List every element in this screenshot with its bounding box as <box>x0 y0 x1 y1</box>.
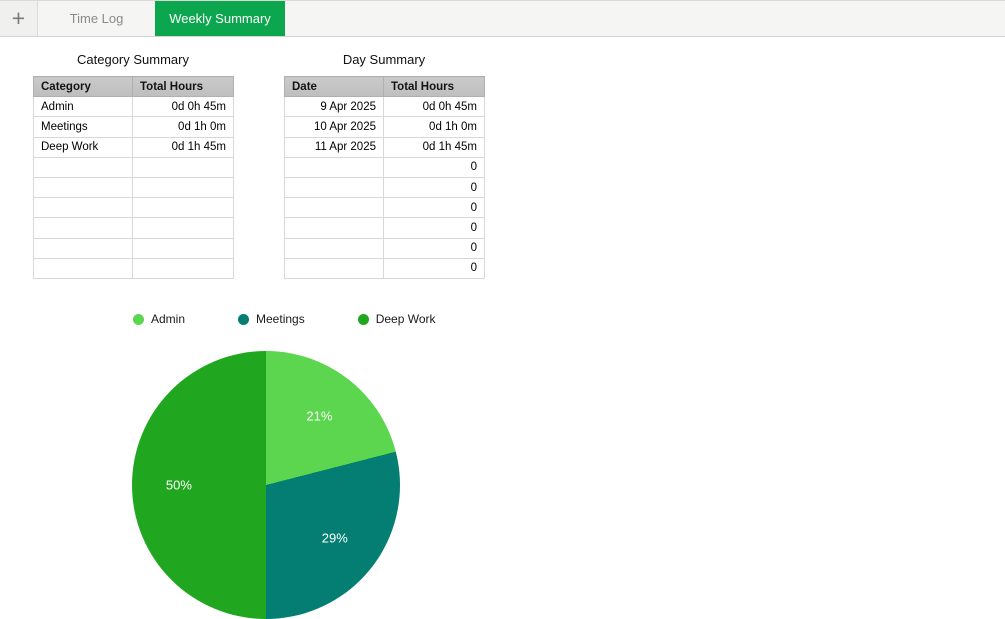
table-cell[interactable]: 0 <box>383 176 485 199</box>
category-summary-table: Category Total Hours Admin 0d 0h 45m Meeting… <box>33 75 234 279</box>
table-cell[interactable]: 9 Apr 2025 <box>284 96 384 118</box>
table-row <box>33 237 234 259</box>
table-cell[interactable] <box>284 257 384 279</box>
sheet-tab-bar: + Time Log Weekly Summary <box>0 0 1005 37</box>
legend-label: Deep Work <box>375 312 436 326</box>
table-cell[interactable] <box>132 197 234 219</box>
day-summary-table: Date Total Hours 9 Apr 2025 0d 0h 45m 10 Apr… <box>284 75 485 279</box>
pie-slice-label: 21% <box>306 408 333 424</box>
table-cell[interactable] <box>132 176 234 199</box>
table-cell[interactable] <box>132 257 234 279</box>
add-sheet-button[interactable]: + <box>0 1 38 36</box>
table-row: Admin 0d 0h 45m <box>33 96 234 118</box>
table-cell[interactable] <box>33 217 133 239</box>
table-cell[interactable] <box>33 197 133 219</box>
table-cell[interactable]: 0 <box>383 237 485 259</box>
tab-label: Weekly Summary <box>169 11 271 26</box>
table-cell[interactable] <box>33 156 133 178</box>
pie-slice-label: 29% <box>321 530 348 546</box>
legend-item-admin[interactable]: Admin <box>133 312 185 326</box>
table-cell[interactable]: 0 <box>383 156 485 178</box>
table-cell[interactable]: 0 <box>383 197 485 219</box>
table-row: 10 Apr 2025 0d 1h 0m <box>284 116 485 138</box>
chart-legend[interactable]: Admin Meetings Deep Work <box>133 312 436 326</box>
table-row: 11 Apr 2025 0d 1h 45m <box>284 136 485 158</box>
table-cell[interactable] <box>284 237 384 259</box>
table-row: 0 <box>284 217 485 239</box>
table-cell[interactable] <box>132 156 234 178</box>
tab-weekly-summary[interactable]: Weekly Summary <box>155 1 285 36</box>
legend-dot-icon <box>357 313 369 325</box>
legend-label: Admin <box>151 312 186 326</box>
table-cell[interactable]: 0 <box>383 257 485 279</box>
table-cell[interactable] <box>132 237 234 259</box>
table-row: 0 <box>284 237 485 259</box>
table-cell[interactable] <box>284 156 384 178</box>
table-cell[interactable]: 0d 0h 45m <box>383 96 485 118</box>
header-row: Date Total Hours <box>284 75 485 98</box>
table-row <box>33 257 234 279</box>
table-row: Deep Work 0d 1h 45m <box>33 136 234 158</box>
legend-label: Meetings <box>256 312 305 326</box>
table-cell[interactable]: Admin <box>33 96 133 118</box>
legend-item-meetings[interactable]: Meetings <box>238 312 305 326</box>
table-cell[interactable] <box>284 217 384 239</box>
plus-icon: + <box>11 5 26 31</box>
legend-item-deep-work[interactable]: Deep Work <box>357 312 436 326</box>
table-row <box>33 217 234 239</box>
table-cell[interactable]: 10 Apr 2025 <box>284 116 384 138</box>
table-row: 9 Apr 2025 0d 0h 45m <box>284 96 485 118</box>
column-header[interactable]: Total Hours <box>132 75 234 98</box>
table-cell[interactable] <box>33 257 133 279</box>
column-header[interactable]: Date <box>284 75 384 98</box>
table-cell[interactable]: 0 <box>383 217 485 239</box>
day-summary-block: Day Summary Date Total Hours 9 Apr 2025 0d … <box>284 52 485 279</box>
table-row <box>33 197 234 219</box>
tab-time-log[interactable]: Time Log <box>38 1 155 36</box>
table-row: 0 <box>284 176 485 199</box>
table-cell[interactable]: Meetings <box>33 116 133 138</box>
table-title: Category Summary <box>77 52 189 67</box>
table-cell[interactable]: 0d 1h 0m <box>132 116 234 138</box>
table-cell[interactable]: Deep Work <box>33 136 133 158</box>
category-summary-block: Category Summary Category Total Hours Admi… <box>33 52 234 279</box>
header-row: Category Total Hours <box>33 75 234 98</box>
table-cell[interactable]: 0d 1h 0m <box>383 116 485 138</box>
column-header[interactable]: Total Hours <box>383 75 485 98</box>
table-row: 0 <box>284 197 485 219</box>
legend-dot-icon <box>133 313 144 325</box>
table-row: 0 <box>284 257 485 279</box>
table-cell[interactable] <box>284 176 384 199</box>
table-cell[interactable]: 0d 0h 45m <box>132 96 234 118</box>
table-title: Day Summary <box>342 52 426 67</box>
table-cell[interactable]: 11 Apr 2025 <box>284 136 384 158</box>
column-header[interactable]: Category <box>33 75 133 98</box>
table-cell[interactable]: 0d 1h 45m <box>383 136 485 158</box>
table-cell[interactable] <box>132 217 234 239</box>
table-row <box>33 156 234 178</box>
tab-label: Time Log <box>69 11 124 26</box>
table-row <box>33 176 234 199</box>
pie-slice-label: 50% <box>165 477 192 493</box>
pie-chart[interactable]: 21% 29% 50% <box>132 351 400 619</box>
legend-dot-icon <box>238 313 250 325</box>
table-row: 0 <box>284 156 485 178</box>
table-cell[interactable] <box>33 176 133 199</box>
table-cell[interactable]: 0d 1h 45m <box>132 136 234 158</box>
table-row: Meetings 0d 1h 0m <box>33 116 234 138</box>
table-cell[interactable] <box>33 237 133 259</box>
table-cell[interactable] <box>284 197 384 219</box>
